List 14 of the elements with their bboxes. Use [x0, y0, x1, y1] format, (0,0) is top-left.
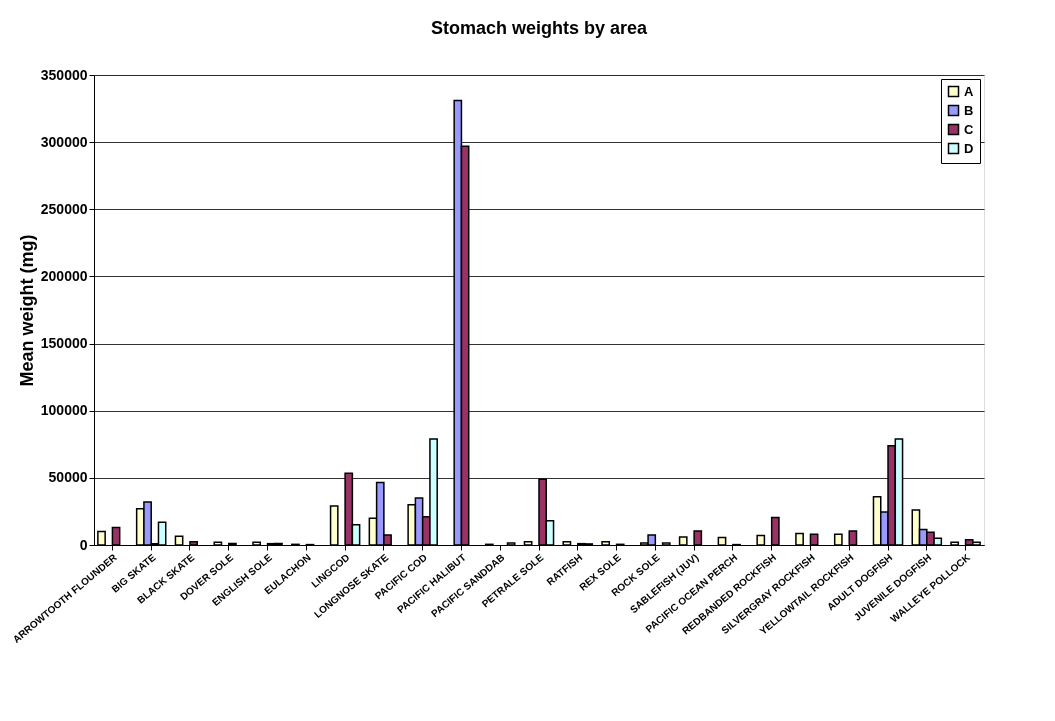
y-tick-label: 250000 — [40, 200, 88, 217]
y-tick-label: 150000 — [40, 335, 88, 352]
y-tick-label: 200000 — [40, 267, 88, 284]
chart-title: Stomach weights by area — [430, 18, 649, 38]
y-tick-label: 50000 — [48, 469, 88, 486]
legend-label: A — [964, 83, 974, 99]
y-tick-label: 100000 — [40, 402, 88, 419]
legend-label: B — [964, 102, 974, 118]
y-tick-label: 0 — [79, 536, 88, 553]
y-tick-label: 300000 — [40, 133, 88, 150]
legend-label: D — [964, 140, 974, 156]
y-tick-label: 350000 — [40, 66, 88, 83]
y-axis-title: Mean weight (mg) — [16, 234, 37, 387]
legend-label: C — [964, 121, 974, 137]
